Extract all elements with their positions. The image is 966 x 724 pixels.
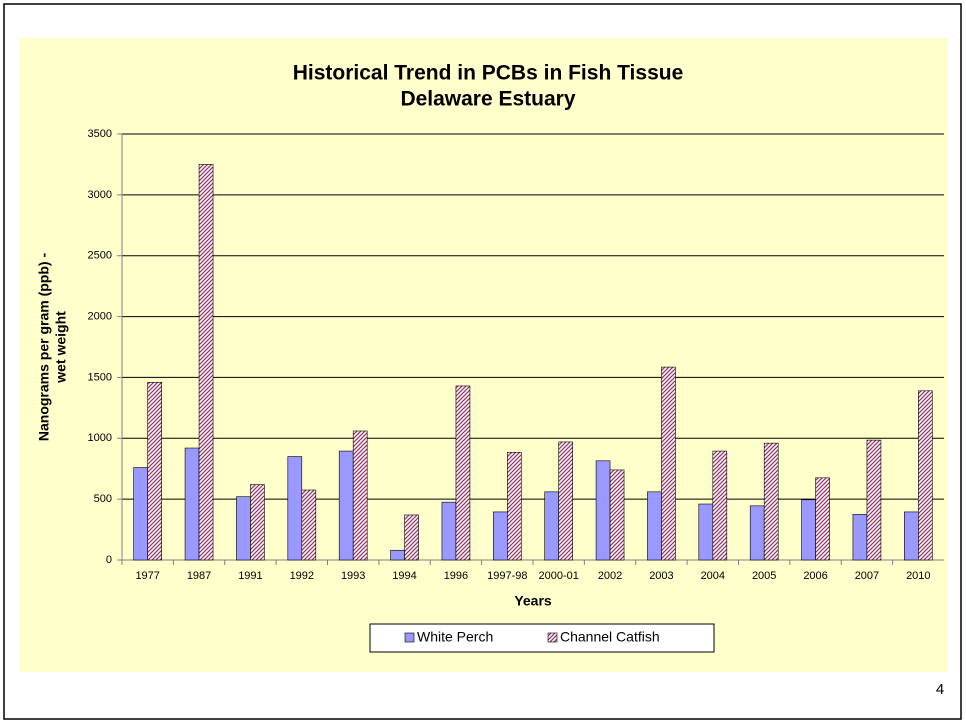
chart-area bbox=[20, 38, 948, 672]
bar bbox=[147, 381, 162, 561]
bar bbox=[198, 164, 214, 561]
bar bbox=[455, 385, 471, 561]
bar bbox=[661, 366, 676, 561]
x-tick-label: 2005 bbox=[752, 570, 776, 582]
legend-swatch bbox=[404, 632, 415, 643]
legend-label: White Perch bbox=[417, 629, 493, 645]
legend bbox=[369, 623, 715, 653]
bar bbox=[441, 501, 457, 561]
y-tick-label: 1500 bbox=[88, 371, 112, 383]
bar bbox=[763, 442, 779, 561]
y-axis-label-line: wet weight bbox=[53, 311, 69, 384]
bar bbox=[544, 491, 559, 561]
y-tick-label: 3500 bbox=[88, 128, 112, 140]
y-tick-label: 2500 bbox=[88, 250, 112, 262]
bar bbox=[698, 503, 714, 561]
y-tick-label: 1000 bbox=[88, 432, 112, 444]
x-tick-label: 1992 bbox=[290, 570, 314, 582]
slide-number: 4 bbox=[936, 681, 944, 698]
bar bbox=[493, 511, 508, 561]
y-axis-label: Nanograms per gram (ppb) - wet weight bbox=[36, 253, 69, 442]
bar bbox=[184, 447, 200, 561]
bar bbox=[609, 469, 625, 561]
x-tick-label: 2010 bbox=[906, 570, 930, 582]
x-axis-label: Years bbox=[514, 593, 552, 609]
x-tick-label: 2002 bbox=[598, 570, 622, 582]
bar bbox=[749, 505, 765, 561]
bar bbox=[647, 491, 662, 561]
y-axis-label-line: Nanograms per gram (ppb) - bbox=[36, 253, 52, 442]
bar bbox=[815, 477, 830, 561]
bar bbox=[558, 441, 573, 561]
x-tick-label: 1996 bbox=[444, 570, 468, 582]
x-tick-label: 2004 bbox=[701, 570, 725, 582]
x-tick-label: 2007 bbox=[855, 570, 879, 582]
x-tick-label: 2006 bbox=[803, 570, 827, 582]
x-tick-label: 2003 bbox=[649, 570, 673, 582]
legend-label: Channel Catfish bbox=[560, 629, 660, 645]
x-tick-label: 1997-98 bbox=[487, 570, 527, 582]
bar bbox=[133, 467, 148, 561]
bar bbox=[801, 499, 816, 561]
y-tick-label: 0 bbox=[106, 554, 112, 566]
bar bbox=[301, 489, 317, 561]
x-tick-label: 1991 bbox=[238, 570, 262, 582]
x-tick-label: 1977 bbox=[135, 570, 159, 582]
bar bbox=[918, 390, 933, 561]
bar bbox=[390, 549, 405, 561]
bar bbox=[338, 450, 354, 561]
chart-title: Historical Trend in PCBs in Fish Tissue bbox=[293, 62, 684, 85]
bar bbox=[852, 514, 868, 561]
bar bbox=[595, 460, 611, 561]
x-tick-label: 2000-01 bbox=[539, 570, 579, 582]
bar bbox=[507, 451, 522, 561]
y-tick-label: 2000 bbox=[88, 310, 112, 322]
bar bbox=[712, 450, 728, 561]
y-tick-label: 500 bbox=[94, 493, 112, 505]
chart-subtitle: Delaware Estuary bbox=[400, 88, 575, 111]
x-tick-label: 1987 bbox=[187, 570, 211, 582]
x-tick-label: 1993 bbox=[341, 570, 365, 582]
y-tick-label: 3000 bbox=[88, 189, 112, 201]
legend-swatch bbox=[547, 632, 558, 643]
bar bbox=[250, 484, 265, 561]
bar bbox=[352, 430, 368, 561]
bar bbox=[904, 511, 919, 561]
bar bbox=[236, 496, 251, 561]
bar bbox=[287, 456, 303, 561]
bar bbox=[404, 514, 419, 561]
x-tick-label: 1994 bbox=[392, 570, 416, 582]
bar bbox=[866, 439, 882, 561]
